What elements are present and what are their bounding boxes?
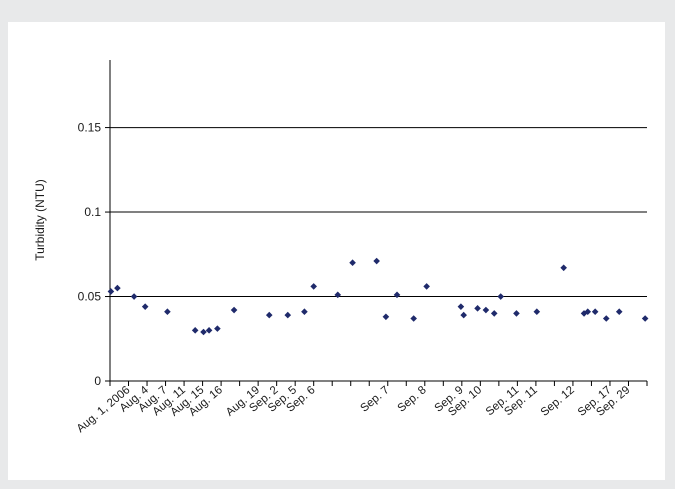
data-point (334, 291, 342, 299)
y-tick-label: 0 (94, 374, 101, 388)
data-point (265, 311, 273, 319)
data-point (474, 305, 481, 312)
data-point (301, 308, 308, 316)
data-point (533, 308, 541, 316)
x-tick-label: Sep. 7 (359, 384, 392, 415)
data-point (423, 283, 430, 290)
y-axis-ticks: 0 0.05 0.1 0.15 (78, 121, 110, 388)
chart-panel: 0 0.05 0.1 0.15 Aug. 1, 2006 Aug. 4 Aug. 7 Aug… (8, 22, 665, 480)
data-point (497, 293, 505, 300)
data-point (230, 306, 238, 314)
data-point (382, 313, 390, 321)
data-point (114, 284, 121, 292)
data-point (107, 288, 115, 295)
data-point (457, 303, 465, 310)
data-point (490, 310, 498, 317)
data-point (164, 308, 171, 316)
data-point (584, 308, 592, 316)
data-point (393, 291, 401, 299)
data-point (214, 325, 221, 332)
data-point (191, 327, 199, 334)
data-point (641, 315, 649, 322)
data-point (513, 310, 520, 317)
gridlines (110, 127, 647, 298)
data-point (460, 311, 467, 319)
data-point (560, 264, 567, 272)
y-tick-label: 0.05 (78, 290, 102, 304)
y-tick-label: 0.15 (78, 121, 102, 135)
data-point (200, 328, 207, 336)
y-axis-title: Turbidity (NTU) (33, 179, 47, 261)
data-point (615, 308, 623, 316)
data-point (205, 327, 213, 334)
x-tick-label: Sep. 8 (396, 384, 429, 415)
data-point (284, 311, 292, 319)
data-point (602, 315, 610, 322)
data-point (310, 283, 317, 290)
data-point (410, 315, 417, 322)
data-point (482, 306, 490, 314)
x-tick-label: Sep. 12 (539, 384, 577, 419)
data-point (591, 308, 599, 316)
data-point (373, 257, 380, 265)
data-point (141, 303, 149, 310)
data-points (107, 257, 649, 336)
data-point (580, 310, 588, 317)
data-point (349, 259, 356, 267)
y-tick-label: 0.1 (84, 205, 101, 219)
data-point (130, 293, 138, 300)
